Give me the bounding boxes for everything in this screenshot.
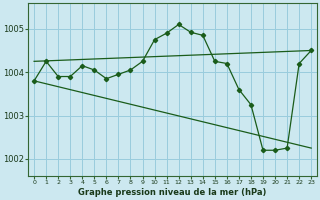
X-axis label: Graphe pression niveau de la mer (hPa): Graphe pression niveau de la mer (hPa)	[78, 188, 267, 197]
